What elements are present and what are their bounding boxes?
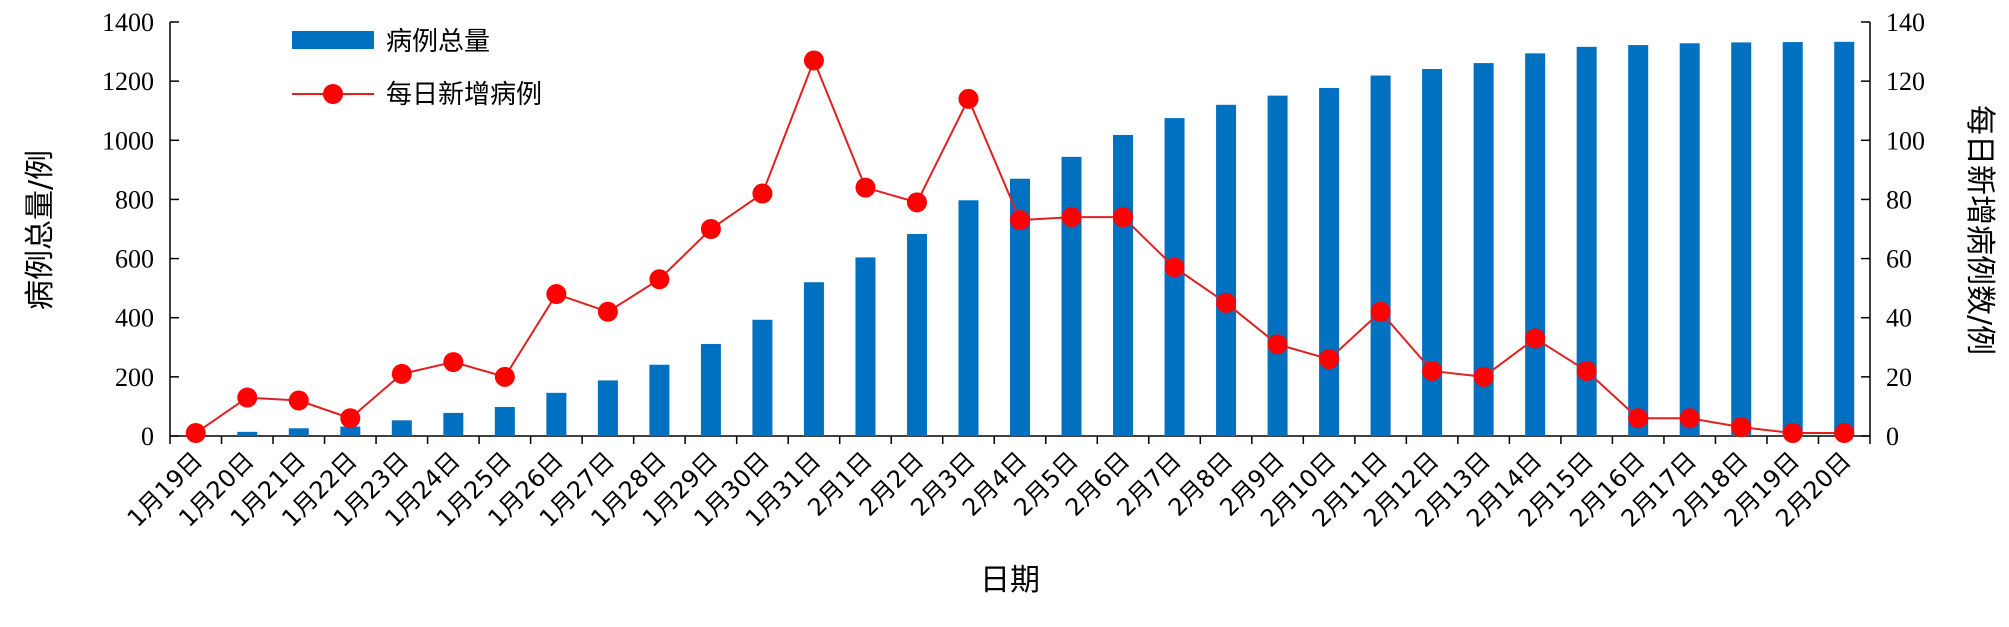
y-tick-right-label: 20 — [1886, 363, 1912, 392]
bar-total-cases — [1319, 87, 1340, 437]
bar-total-cases — [443, 412, 464, 436]
point-daily-new-cases — [288, 390, 309, 411]
y-axis-left-title: 病例总量/例 — [23, 150, 58, 310]
x-category-labels-group: 1月19日1月20日1月21日1月22日1月23日1月24日1月25日1月26日… — [122, 446, 1857, 532]
y-tick-left-label: 1400 — [102, 8, 154, 37]
y-tick-left-label: 400 — [115, 304, 154, 333]
bar-total-cases — [237, 431, 258, 436]
bar-total-cases — [700, 344, 721, 436]
point-daily-new-cases — [1113, 207, 1134, 228]
point-daily-new-cases — [443, 352, 464, 373]
bar-total-cases — [803, 282, 824, 436]
legend-bar-label: 病例总量 — [386, 27, 490, 57]
bar-total-cases — [546, 392, 567, 436]
point-daily-new-cases — [1731, 417, 1752, 438]
point-daily-new-cases — [237, 387, 258, 408]
bar-total-cases — [1628, 45, 1649, 437]
bar-total-cases — [855, 257, 876, 436]
bar-total-cases — [597, 380, 618, 436]
legend-line-label: 每日新增病例 — [386, 80, 542, 110]
bar-total-cases — [1834, 41, 1855, 436]
y-tick-right-label: 60 — [1886, 245, 1912, 274]
point-daily-new-cases — [340, 408, 361, 429]
y-tick-right-label: 140 — [1886, 8, 1925, 37]
point-daily-new-cases — [700, 219, 721, 239]
bar-total-cases — [1216, 104, 1237, 437]
legend-bar-swatch — [292, 31, 374, 49]
y-tick-left-label: 200 — [115, 363, 154, 392]
point-daily-new-cases — [1834, 423, 1855, 444]
bar-total-cases — [958, 200, 979, 436]
y-tick-right-label: 120 — [1886, 67, 1925, 96]
y-tick-left-label: 1200 — [102, 67, 154, 96]
bar-total-cases — [494, 407, 515, 436]
point-daily-new-cases — [803, 50, 824, 71]
point-daily-new-cases — [752, 183, 773, 204]
y-tick-right-label: 0 — [1886, 422, 1899, 451]
bar-total-cases — [752, 319, 773, 436]
bar-total-cases — [906, 234, 927, 436]
bar-total-cases — [1576, 46, 1597, 437]
point-daily-new-cases — [1422, 360, 1443, 381]
tick-labels-group: 0 0 200 20 400 40 600 60 800 80 1000 100 1200 120 1400… — [102, 8, 1925, 451]
y-tick-left-label: 800 — [115, 185, 154, 214]
point-daily-new-cases — [1525, 328, 1546, 349]
y-axis-right-title: 每日新增病例数/例 — [1962, 105, 1997, 355]
bar-total-cases — [391, 420, 412, 436]
bar-total-cases — [340, 426, 361, 436]
point-daily-new-cases — [1370, 301, 1391, 322]
point-daily-new-cases — [958, 88, 979, 109]
y-tick-right-label: 100 — [1886, 126, 1925, 155]
bar-total-cases — [1782, 42, 1803, 436]
y-tick-left-label: 600 — [115, 245, 154, 274]
point-daily-new-cases — [1010, 210, 1030, 231]
y-tick-left-label: 1000 — [102, 126, 154, 155]
x-axis-title: 日期 — [980, 563, 1040, 598]
legend: 病例总量 每日新增病例 — [292, 27, 542, 110]
bar-total-cases — [1422, 69, 1443, 437]
point-daily-new-cases — [1061, 207, 1082, 228]
bar-total-cases — [1267, 95, 1288, 436]
point-daily-new-cases — [1782, 423, 1803, 444]
point-daily-new-cases — [597, 301, 618, 322]
point-daily-new-cases — [1216, 292, 1237, 313]
bar-total-cases — [1113, 134, 1134, 436]
bar-total-cases — [1061, 156, 1082, 437]
bar-total-cases — [649, 364, 670, 436]
point-daily-new-cases — [494, 366, 515, 387]
line-group — [185, 50, 1855, 444]
point-daily-new-cases — [1628, 408, 1649, 429]
bar-total-cases — [1473, 63, 1494, 437]
bar-total-cases — [1370, 75, 1391, 436]
bar-total-cases — [1010, 178, 1030, 436]
point-daily-new-cases — [1267, 334, 1288, 355]
bar-total-cases — [1731, 42, 1752, 436]
bar-total-cases — [1525, 53, 1546, 437]
bar-total-cases — [288, 428, 309, 436]
point-daily-new-cases — [906, 192, 927, 213]
point-daily-new-cases — [391, 363, 412, 384]
point-daily-new-cases — [185, 423, 206, 444]
point-daily-new-cases — [1576, 360, 1597, 381]
point-daily-new-cases — [1164, 257, 1185, 278]
y-tick-right-label: 40 — [1886, 304, 1912, 333]
point-daily-new-cases — [546, 284, 567, 305]
point-daily-new-cases — [1473, 366, 1494, 387]
point-daily-new-cases — [1679, 408, 1700, 429]
point-daily-new-cases — [1319, 349, 1340, 370]
y-tick-right-label: 80 — [1886, 185, 1912, 214]
point-daily-new-cases — [649, 269, 670, 290]
bar-total-cases — [1679, 43, 1700, 436]
legend-line-marker — [323, 84, 343, 104]
point-daily-new-cases — [855, 177, 876, 198]
y-tick-left-label: 0 — [141, 422, 154, 451]
